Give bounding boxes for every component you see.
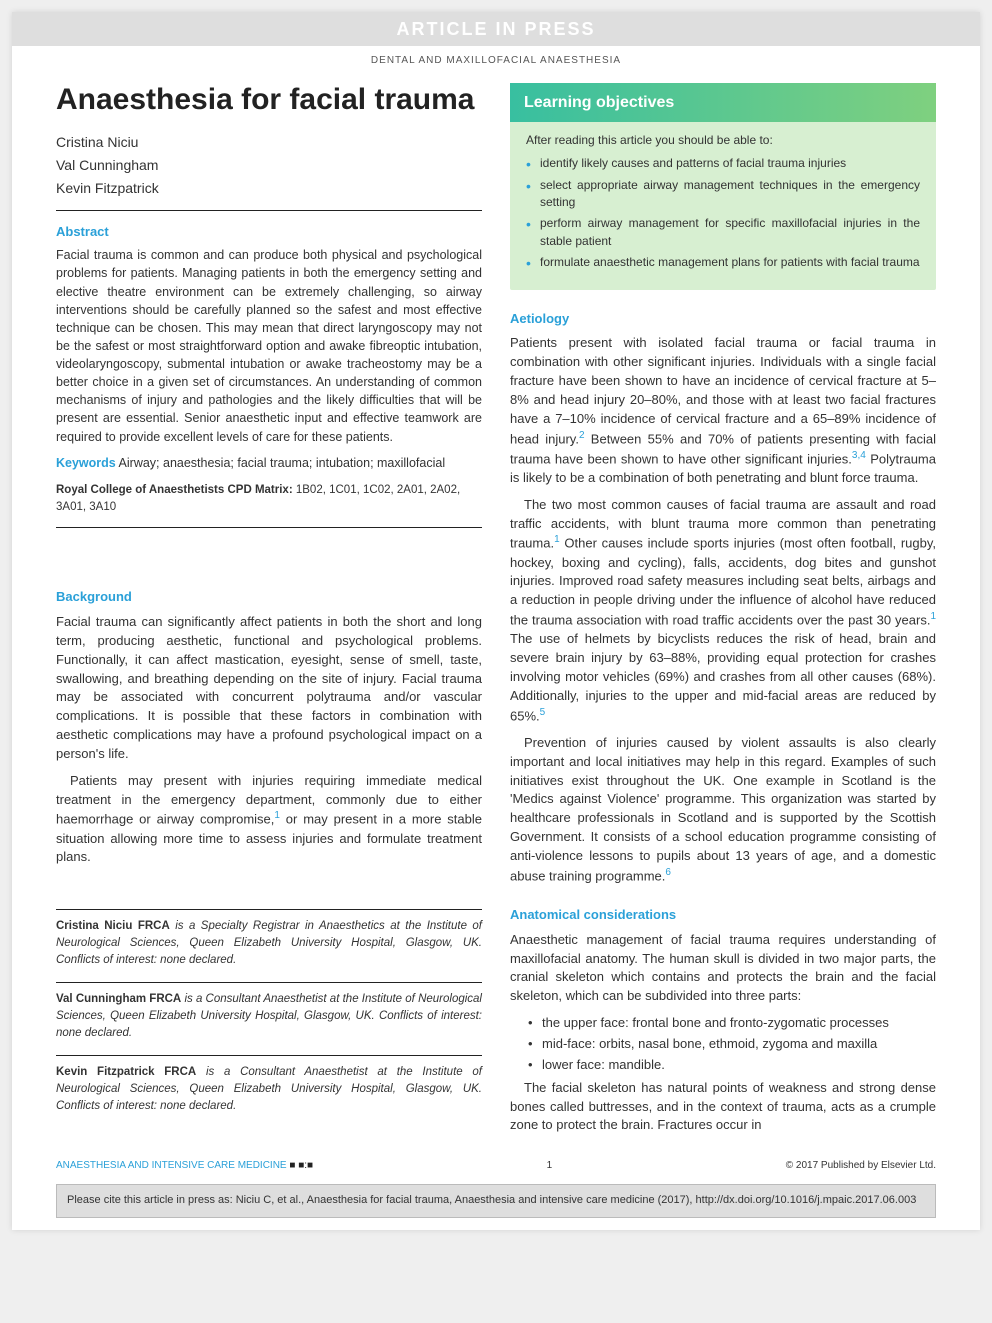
background-p1: Facial trauma can significantly affect p… [56, 613, 482, 764]
lo-item: select appropriate airway management tec… [526, 177, 920, 212]
author-list: Cristina Niciu Val Cunningham Kevin Fitz… [56, 132, 482, 199]
author-bio: Cristina Niciu FRCA is a Specialty Regis… [56, 909, 482, 968]
keywords-label: Keywords [56, 456, 116, 470]
article-in-press-banner: ARTICLE IN PRESS [12, 12, 980, 46]
anatomical-heading: Anatomical considerations [510, 906, 936, 925]
spacer [56, 540, 482, 568]
citation-ref[interactable]: 3,4 [852, 450, 866, 461]
left-column: Anaesthesia for facial trauma Cristina N… [56, 83, 482, 1144]
page: ARTICLE IN PRESS DENTAL AND MAXILLOFACIA… [12, 12, 980, 1230]
volume-placeholder: ■ ■:■ [289, 1160, 313, 1171]
citation-box: Please cite this article in press as: Ni… [56, 1184, 936, 1218]
text: Prevention of injuries caused by violent… [510, 735, 936, 883]
two-column-content: Anaesthesia for facial trauma Cristina N… [12, 83, 980, 1144]
journal-name: ANAESTHESIA AND INTENSIVE CARE MEDICINE [56, 1160, 289, 1171]
bio-name: Kevin Fitzpatrick FRCA [56, 1066, 196, 1078]
footer-journal: ANAESTHESIA AND INTENSIVE CARE MEDICINE … [56, 1159, 313, 1174]
anat-item: mid-face: orbits, nasal bone, ethmoid, z… [528, 1035, 936, 1054]
keywords-text: Airway; anaesthesia; facial trauma; intu… [119, 456, 446, 470]
anat-item: lower face: mandible. [528, 1056, 936, 1075]
page-number: 1 [547, 1159, 553, 1174]
spacer [56, 875, 482, 895]
keywords-line: Keywords Airway; anaesthesia; facial tra… [56, 454, 482, 472]
aetiology-heading: Aetiology [510, 310, 936, 329]
learning-objectives-intro: After reading this article you should be… [526, 132, 920, 149]
background-p2: Patients may present with injuries requi… [56, 772, 482, 868]
cpd-label: Royal College of Anaesthetists CPD Matri… [56, 484, 293, 496]
text: The use of helmets by bicyclists reduces… [510, 631, 936, 723]
anat-item: the upper face: frontal bone and fronto-… [528, 1014, 936, 1033]
citation-ref[interactable]: 1 [930, 611, 936, 622]
aetiology-p3: Prevention of injuries caused by violent… [510, 734, 936, 886]
page-footer: ANAESTHESIA AND INTENSIVE CARE MEDICINE … [12, 1143, 980, 1180]
learning-objectives-heading: Learning objectives [510, 83, 936, 122]
citation-ref[interactable]: 6 [665, 867, 671, 878]
aetiology-p2: The two most common causes of facial tra… [510, 496, 936, 726]
right-column: Learning objectives After reading this a… [510, 83, 936, 1144]
running-head: DENTAL AND MAXILLOFACIAL ANAESTHESIA [12, 46, 980, 83]
abstract-text: Facial trauma is common and can produce … [56, 246, 482, 445]
author: Val Cunningham [56, 155, 482, 175]
bio-name: Val Cunningham FRCA [56, 993, 181, 1005]
cpd-matrix: Royal College of Anaesthetists CPD Matri… [56, 482, 482, 515]
anatomical-p2: The facial skeleton has natural points o… [510, 1079, 936, 1136]
divider [56, 210, 482, 211]
author: Cristina Niciu [56, 132, 482, 152]
lo-item: identify likely causes and patterns of f… [526, 155, 920, 172]
author-bio: Kevin Fitzpatrick FRCA is a Consultant A… [56, 1055, 482, 1114]
author-bio: Val Cunningham FRCA is a Consultant Anae… [56, 982, 482, 1041]
aetiology-p1: Patients present with isolated facial tr… [510, 334, 936, 487]
learning-objectives-box: Learning objectives After reading this a… [510, 83, 936, 290]
divider [56, 527, 482, 528]
abstract-heading: Abstract [56, 223, 482, 242]
anatomical-list: the upper face: frontal bone and fronto-… [528, 1014, 936, 1075]
lo-item: formulate anaesthetic management plans f… [526, 254, 920, 271]
citation-ref[interactable]: 5 [540, 707, 546, 718]
copyright: © 2017 Published by Elsevier Ltd. [786, 1159, 936, 1174]
text: Other causes include sports injuries (mo… [510, 536, 936, 628]
background-heading: Background [56, 588, 482, 607]
author: Kevin Fitzpatrick [56, 178, 482, 198]
lo-item: perform airway management for specific m… [526, 215, 920, 250]
article-title: Anaesthesia for facial trauma [56, 83, 482, 116]
bio-name: Cristina Niciu FRCA [56, 920, 170, 932]
learning-objectives-list: identify likely causes and patterns of f… [526, 155, 920, 271]
text: Patients present with isolated facial tr… [510, 335, 936, 446]
anatomical-p1: Anaesthetic management of facial trauma … [510, 931, 936, 1006]
